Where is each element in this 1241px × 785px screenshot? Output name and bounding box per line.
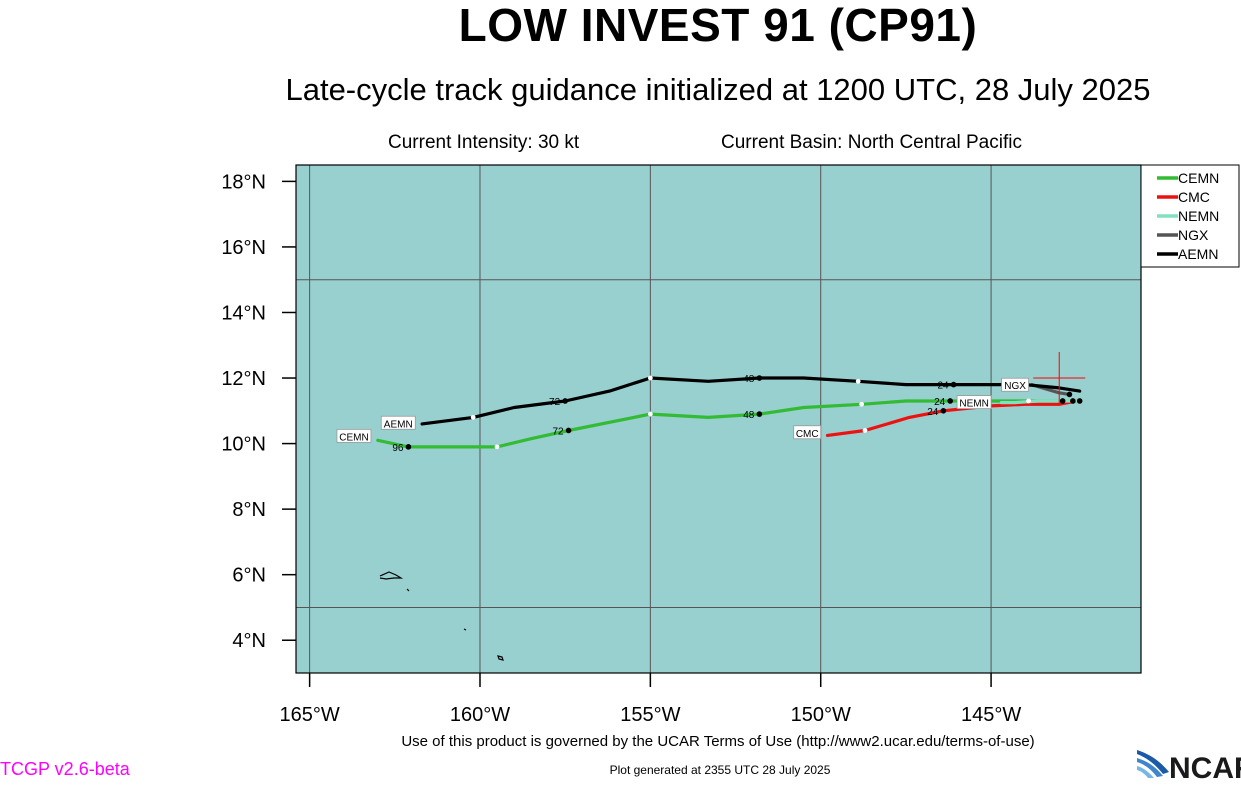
chart-subtitle: Late-cycle track guidance initialized at…: [285, 72, 1151, 107]
track-tag-cemn: CEMN: [339, 432, 368, 443]
current-intensity: Current Intensity: 30 kt: [388, 132, 580, 153]
y-tick-label: 16°N: [221, 237, 266, 259]
track-marker: [947, 398, 953, 404]
forecast-hour-label: 72: [552, 426, 564, 437]
forecast-hour-label: 72: [549, 397, 561, 408]
track-open-marker: [494, 444, 500, 450]
y-tick-label: 4°N: [232, 630, 266, 652]
forecast-hour-label: 24: [927, 407, 939, 418]
track-open-marker: [855, 378, 861, 384]
initial-marker: [1070, 398, 1076, 404]
island-outline: [379, 571, 404, 580]
track-open-marker: [470, 414, 476, 420]
y-tick-label: 12°N: [221, 368, 266, 390]
track-marker: [1066, 391, 1073, 398]
legend-label-cmc: CMC: [1178, 189, 1210, 205]
track-open-marker: [647, 375, 653, 381]
x-tick-label: 150°W: [791, 704, 851, 726]
track-marker: [756, 411, 763, 417]
legend-label-aemn: AEMN: [1178, 246, 1218, 262]
initial-marker: [1059, 398, 1066, 404]
legend-label-ngx: NGX: [1178, 227, 1209, 243]
track-marker: [405, 444, 412, 450]
x-tick-label: 145°W: [961, 704, 1021, 726]
forecast-hour-label: 48: [743, 374, 755, 385]
legend-label-cemn: CEMN: [1178, 170, 1219, 186]
track-tag-aemn: AEMN: [384, 419, 413, 430]
track-tag-cmc: CMC: [796, 429, 819, 440]
chart-title: LOW INVEST 91 (CP91): [458, 0, 978, 51]
track-tag-box: [956, 395, 992, 410]
track-marker: [940, 408, 947, 414]
current-basin: Current Basin: North Central Pacific: [721, 132, 1022, 153]
y-tick-label: 8°N: [232, 499, 266, 521]
forecast-hour-label: 24: [934, 397, 946, 408]
track-tag-box: [1001, 377, 1029, 392]
island-outline: [497, 655, 504, 661]
track-tag-box: [336, 428, 372, 443]
track-marker: [565, 427, 572, 434]
ncar-logo-text: NCAR: [1169, 752, 1241, 780]
track-tag-box: [380, 415, 416, 430]
forecast-hour-label: 48: [743, 410, 755, 421]
track-tag-ngx: NGX: [1004, 381, 1026, 392]
version-label: TCGP v2.6-beta: [0, 759, 130, 779]
x-tick-label: 160°W: [450, 704, 510, 726]
terms-of-use-text: Use of this product is governed by the U…: [401, 733, 1035, 750]
track-open-marker: [647, 411, 653, 417]
y-tick-label: 6°N: [232, 565, 266, 587]
x-tick-label: 165°W: [280, 704, 340, 726]
track-open-marker: [862, 428, 868, 433]
track-open-marker: [1026, 398, 1031, 404]
plot-frame: [295, 164, 1142, 674]
legend-label-nemn: NEMN: [1178, 208, 1219, 224]
initial-marker: [1076, 398, 1083, 404]
track-marker: [756, 375, 763, 381]
ocean-background: [296, 165, 1141, 673]
track-tag-box: [793, 425, 822, 440]
track-marker: [562, 398, 568, 404]
generated-time-text: Plot generated at 2355 UTC 28 July 2025: [609, 763, 831, 777]
forecast-hour-label: 24: [937, 381, 949, 392]
x-tick-label: 155°W: [620, 704, 680, 726]
ncar-logo: NCAR: [1135, 748, 1241, 785]
island-outline: [463, 628, 467, 631]
track-marker: [950, 381, 957, 388]
forecast-hour-label: 96: [392, 443, 404, 454]
track-open-marker: [859, 401, 865, 407]
y-tick-label: 14°N: [221, 302, 266, 324]
y-tick-label: 10°N: [221, 434, 266, 456]
island-outline: [406, 588, 410, 592]
track-tag-nemn: NEMN: [959, 399, 988, 410]
y-tick-label: 18°N: [221, 171, 266, 193]
